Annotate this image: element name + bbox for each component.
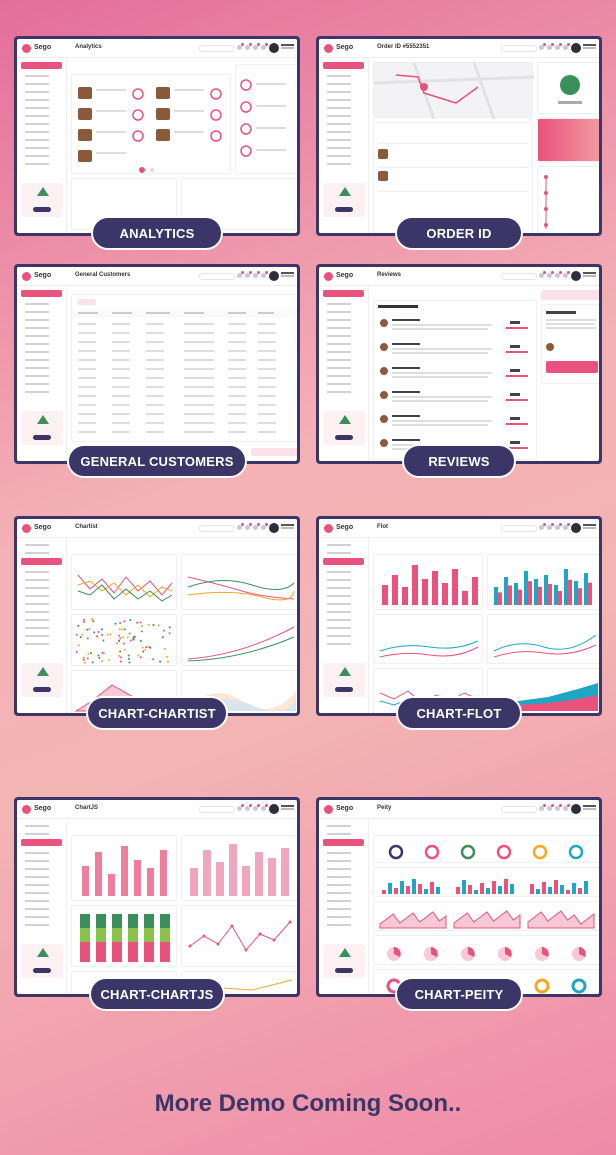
demo-card-order-id[interactable]: Sego Order ID #5552351 ORDER ID bbox=[316, 36, 602, 250]
logo-icon bbox=[22, 272, 31, 281]
demo-card-flot[interactable]: Sego Flot CHART-FLOT bbox=[316, 516, 602, 730]
brand-name: Sego bbox=[34, 805, 52, 812]
demo-label-reviews[interactable]: REVIEWS bbox=[402, 444, 516, 478]
demo-card-chartjs[interactable]: Sego ChartJS CHART-CHARTJS bbox=[14, 797, 300, 1011]
logo-icon bbox=[324, 272, 333, 281]
page-title: Order ID #5552351 bbox=[377, 44, 430, 50]
avatar bbox=[571, 804, 581, 814]
more-demo-text: More Demo Coming Soon.. bbox=[154, 1090, 462, 1117]
page-title: General Customers bbox=[75, 272, 131, 278]
sidebar bbox=[319, 819, 369, 994]
avatar bbox=[571, 523, 581, 533]
brand-name: Sego bbox=[34, 272, 52, 279]
demo-label-analytics[interactable]: ANALYTICS bbox=[91, 216, 223, 250]
order-id-screenshot: Sego Order ID #5552351 bbox=[319, 39, 599, 233]
avatar bbox=[571, 271, 581, 281]
sidebar bbox=[17, 58, 67, 233]
demo-card-general-customers[interactable]: Sego General Customers GENERAL CUSTOMERS bbox=[14, 264, 300, 478]
sidebar bbox=[17, 819, 67, 994]
demo-label-chart-flot[interactable]: CHART-FLOT bbox=[396, 696, 522, 730]
brand-name: Sego bbox=[34, 44, 52, 51]
avatar bbox=[269, 804, 279, 814]
reviews-screenshot: Sego Reviews bbox=[319, 267, 599, 461]
flot-screenshot: Sego Flot bbox=[319, 519, 599, 713]
page-title: Chartist bbox=[75, 524, 98, 530]
brand-name: Sego bbox=[336, 272, 354, 279]
demo-card-analytics[interactable]: Sego Analytics ANALYTICS bbox=[14, 36, 300, 250]
demo-label-general-customers[interactable]: GENERAL CUSTOMERS bbox=[67, 444, 247, 478]
demo-card-reviews[interactable]: Sego Reviews REVIEWS bbox=[316, 264, 602, 478]
brand-name: Sego bbox=[336, 44, 354, 51]
avatar bbox=[269, 43, 279, 53]
peity-screenshot: Sego Peity bbox=[319, 800, 599, 994]
analytics-screenshot: Sego Analytics bbox=[17, 39, 297, 233]
sidebar bbox=[17, 286, 67, 461]
logo-icon bbox=[22, 44, 31, 53]
chartist-screenshot: Sego Chartist bbox=[17, 519, 297, 713]
page-title: Analytics bbox=[75, 44, 102, 50]
demo-card-chartist[interactable]: Sego Chartist CHART-CHARTIST bbox=[14, 516, 300, 730]
logo-icon bbox=[22, 805, 31, 814]
sidebar bbox=[319, 58, 369, 233]
demo-label-chart-chartjs[interactable]: CHART-CHARTJS bbox=[89, 977, 225, 1011]
logo-icon bbox=[22, 524, 31, 533]
logo-icon bbox=[324, 805, 333, 814]
page-title: Peity bbox=[377, 805, 392, 811]
sidebar bbox=[319, 538, 369, 713]
logo-icon bbox=[324, 524, 333, 533]
demo-label-chart-chartist[interactable]: CHART-CHARTIST bbox=[86, 696, 228, 730]
avatar bbox=[269, 271, 279, 281]
brand-name: Sego bbox=[336, 805, 354, 812]
general-customers-screenshot: Sego General Customers bbox=[17, 267, 297, 461]
demo-label-order-id[interactable]: ORDER ID bbox=[395, 216, 523, 250]
brand-name: Sego bbox=[34, 524, 52, 531]
brand-name: Sego bbox=[336, 524, 354, 531]
sidebar bbox=[17, 538, 67, 713]
page-title: Reviews bbox=[377, 272, 402, 278]
avatar bbox=[269, 523, 279, 533]
logo-icon bbox=[324, 44, 333, 53]
avatar bbox=[571, 43, 581, 53]
demo-label-chart-peity[interactable]: CHART-PEITY bbox=[395, 977, 523, 1011]
demo-card-peity[interactable]: Sego Peity CHART-PEITY bbox=[316, 797, 602, 1011]
chartjs-screenshot: Sego ChartJS bbox=[17, 800, 297, 994]
sidebar bbox=[319, 286, 369, 461]
page-title: ChartJS bbox=[75, 805, 99, 811]
page-title: Flot bbox=[377, 524, 388, 530]
